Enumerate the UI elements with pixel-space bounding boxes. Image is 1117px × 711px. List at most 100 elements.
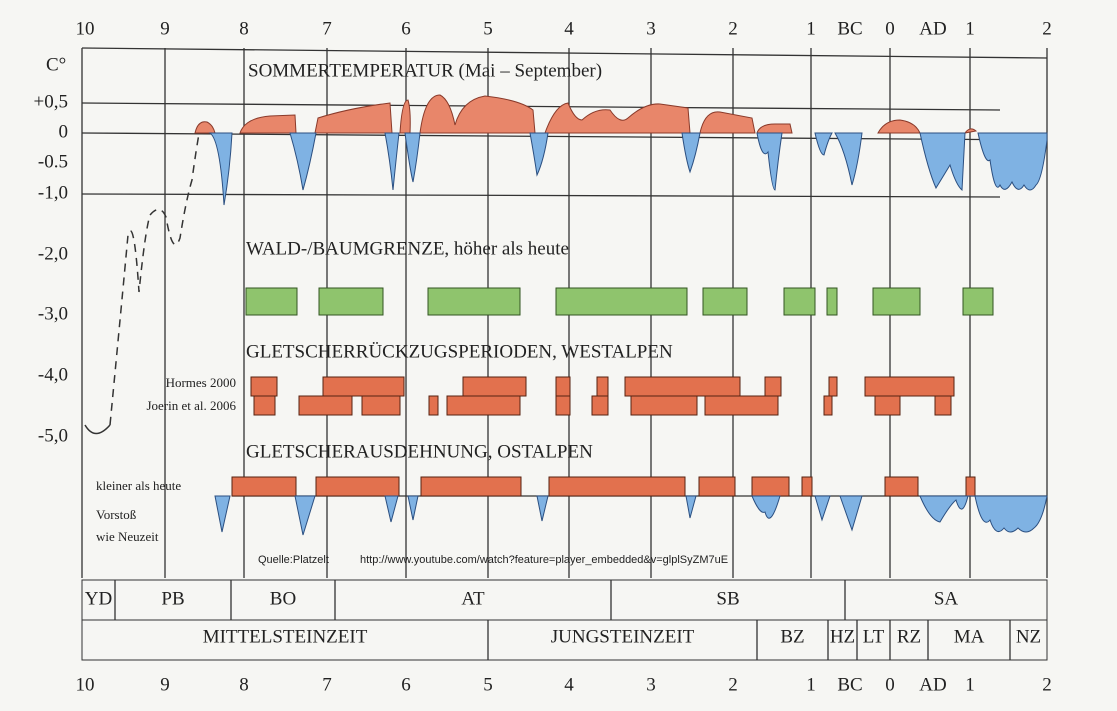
- retreat-box: [253, 395, 276, 416]
- warm-area: [699, 111, 756, 134]
- section-title: WALD-/BAUMGRENZE, höher als heute: [246, 238, 569, 259]
- epoch-label: BZ: [780, 626, 804, 647]
- bottom-axis-label: 1: [965, 674, 975, 695]
- period-label: AT: [461, 588, 485, 609]
- cold-area: [208, 132, 233, 206]
- retreat-box: [591, 395, 609, 416]
- advance-area: [214, 495, 231, 533]
- retreat-box: [630, 395, 698, 416]
- y-axis-label: -4,0: [38, 364, 68, 385]
- advance-area: [919, 495, 1048, 533]
- treeline-box: [783, 287, 816, 316]
- section-title: GLETSCHERAUSDEHNUNG, OSTALPEN: [246, 441, 593, 462]
- bottom-axis-label: 7: [322, 674, 332, 695]
- advance-area: [384, 495, 399, 523]
- curves: [84, 127, 201, 435]
- warm-area: [399, 99, 411, 134]
- warm-area: [544, 102, 691, 134]
- epoch-label: MITTELSTEINZEIT: [203, 626, 368, 647]
- label: kleiner als heute: [96, 478, 181, 493]
- y-axis-label: -5,0: [38, 425, 68, 446]
- bottom-axis-label: 10: [76, 674, 95, 695]
- retreat-box: [704, 395, 779, 416]
- epoch-label: JUNGSTEINZEIT: [551, 626, 695, 647]
- retreat-box: [462, 376, 527, 397]
- retreat-box: [250, 376, 278, 397]
- retreat-box: [764, 376, 782, 397]
- treeline-box: [872, 287, 921, 316]
- retreat-box: [864, 376, 955, 397]
- early-curve: [84, 424, 111, 435]
- source-url: http://www.youtube.com/watch?feature=pla…: [360, 554, 728, 566]
- bottom-axis-label: 3: [646, 674, 656, 695]
- period-band: [81, 579, 1048, 621]
- y-axis-label: +0,5: [34, 91, 68, 112]
- cold-area: [814, 132, 833, 156]
- epoch-label: RZ: [897, 626, 921, 647]
- top-axis-label: AD: [919, 18, 946, 39]
- bottom-axis-label: 9: [160, 674, 170, 695]
- top-axis-label: 10: [76, 18, 95, 39]
- top-axis-label: 0: [885, 18, 895, 39]
- label: wie Neuzeit: [96, 529, 159, 544]
- advance-area: [536, 495, 549, 522]
- east-box: [548, 476, 686, 497]
- retreat-box: [874, 395, 901, 416]
- hline: [81, 102, 1001, 111]
- advance-area: [685, 495, 697, 519]
- warm-area: [194, 121, 216, 134]
- top-axis-label: 6: [401, 18, 411, 39]
- bottom-axis-label: 2: [1042, 674, 1052, 695]
- warm-area: [756, 123, 793, 134]
- east-box: [698, 476, 736, 497]
- cold-area: [756, 132, 783, 191]
- retreat-box: [322, 376, 405, 397]
- retreat-box: [828, 376, 838, 397]
- cold-area: [919, 132, 966, 192]
- treeline-box: [702, 287, 748, 316]
- retreat-box: [555, 376, 571, 397]
- bottom-axis-label: 0: [885, 674, 895, 695]
- cold-area: [977, 132, 1048, 191]
- east-box: [315, 476, 400, 497]
- treeline-box: [427, 287, 521, 316]
- top-axis-label: 1: [965, 18, 975, 39]
- section-title: GLETSCHERRÜCKZUGSPERIODEN, WESTALPEN: [246, 341, 673, 362]
- bottom-axis-label: AD: [919, 674, 946, 695]
- label: Vorstoß: [96, 507, 137, 522]
- bottom-axis-label: 5: [483, 674, 493, 695]
- treeline-box: [318, 287, 384, 316]
- section-title: SOMMERTEMPERATUR (Mai – September): [248, 60, 602, 81]
- advance-area: [407, 495, 419, 521]
- top-axis-label: 5: [483, 18, 493, 39]
- retreat-box: [823, 395, 833, 416]
- top-axis-label: 7: [322, 18, 332, 39]
- bottom-axis-label: 8: [239, 674, 249, 695]
- cold-area: [404, 132, 421, 183]
- cold-area: [289, 132, 317, 191]
- top-axis-label: 9: [160, 18, 170, 39]
- bottom-axis-label: 1: [806, 674, 816, 695]
- early-curve-dashed: [109, 127, 201, 426]
- advance-area: [294, 495, 316, 536]
- cold-area: [529, 132, 549, 177]
- top-axis-label: 8: [239, 18, 249, 39]
- period-label: SA: [934, 588, 959, 609]
- retreat-box: [555, 395, 571, 416]
- epoch-label: NZ: [1016, 626, 1041, 647]
- warm-area: [314, 102, 393, 134]
- retreat-box: [446, 395, 521, 416]
- advance-area: [839, 495, 863, 532]
- hline: [81, 193, 1001, 198]
- warm-area: [239, 114, 297, 134]
- epoch-label: MA: [954, 626, 985, 647]
- period-label: SB: [716, 588, 739, 609]
- treeline-box: [826, 287, 838, 316]
- zero-line: [81, 132, 1048, 141]
- epoch-label: HZ: [830, 626, 855, 647]
- east-box: [884, 476, 919, 497]
- top-axis-label: BC: [837, 18, 862, 39]
- label: Hormes 2000: [166, 375, 236, 390]
- treeline-box: [555, 287, 688, 316]
